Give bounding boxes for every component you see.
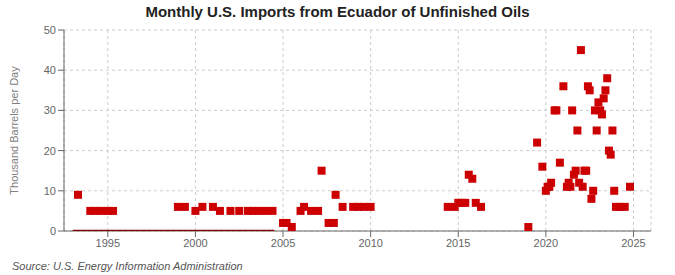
svg-text:2015: 2015 xyxy=(446,237,470,249)
svg-text:0: 0 xyxy=(50,225,56,237)
svg-text:50: 50 xyxy=(44,24,56,36)
svg-text:30: 30 xyxy=(44,104,56,116)
svg-text:2025: 2025 xyxy=(621,237,645,249)
svg-text:2000: 2000 xyxy=(183,237,207,249)
svg-text:40: 40 xyxy=(44,64,56,76)
svg-text:1995: 1995 xyxy=(96,237,120,249)
svg-text:2010: 2010 xyxy=(358,237,382,249)
html-text:Source: U.S. Energy Informatio: Source: U.S. Energy Information Administ… xyxy=(12,260,243,272)
svg-text:Thousand Barrels per Day: Thousand Barrels per Day xyxy=(8,66,20,195)
svg-text:2020: 2020 xyxy=(534,237,558,249)
svg-text:10: 10 xyxy=(44,185,56,197)
svg-text:20: 20 xyxy=(44,145,56,157)
svg-text:2005: 2005 xyxy=(271,237,295,249)
html-text:Monthly U.S. Imports from Ecua: Monthly U.S. Imports from Ecuador of Unf… xyxy=(145,3,530,20)
